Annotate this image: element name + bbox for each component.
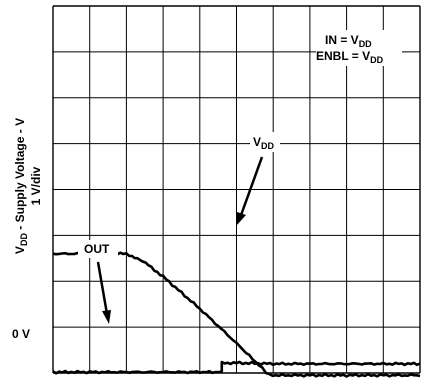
y-axis-scale-label: 1 V/div (29, 166, 43, 205)
out-callout-label: OUT (84, 242, 110, 256)
zero-volt-label: 0 V (12, 327, 30, 341)
vdd-arrowhead (236, 212, 246, 226)
in-condition-label: IN = VDD (325, 33, 372, 49)
conditions-annotation: IN = VDD ENBL = VDD (316, 30, 402, 66)
trace-out (52, 360, 421, 375)
vdd-arrow (238, 156, 264, 219)
left-margin (0, 0, 52, 379)
out-arrowhead (102, 310, 111, 324)
grid-lines (52, 5, 421, 374)
out-callout: OUT (78, 240, 118, 324)
vdd-callout-label: VDD (253, 135, 275, 151)
out-arrow (96, 261, 109, 315)
y-axis-label: VDD - Supply Voltage - V (13, 118, 29, 254)
vdd-callout: VDD (236, 132, 280, 226)
enbl-condition-label: ENBL = VDD (316, 49, 384, 65)
